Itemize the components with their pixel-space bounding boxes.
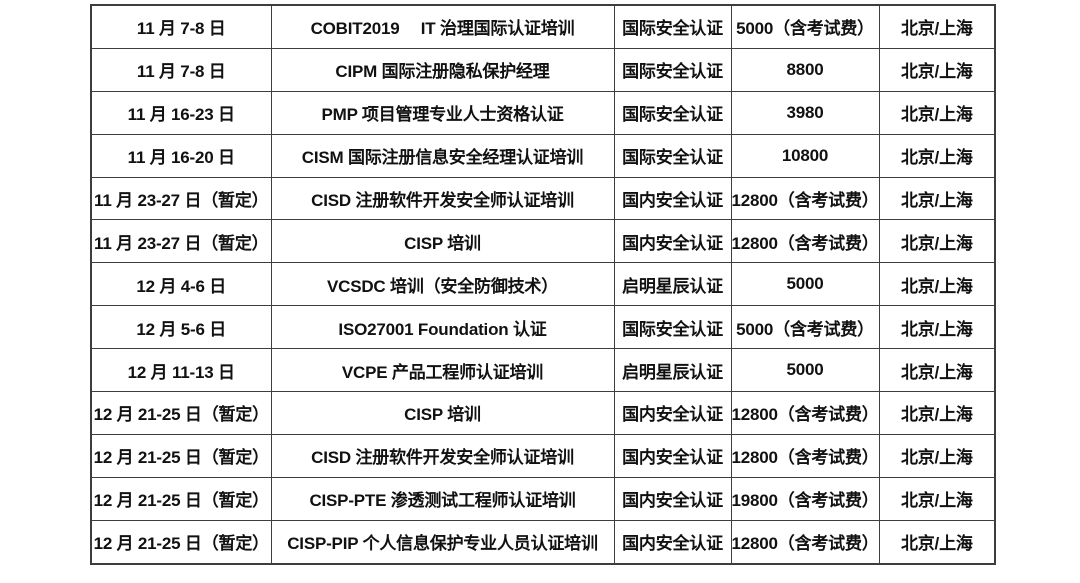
cell-course: VCPE 产品工程师认证培训	[270, 348, 615, 393]
cell-date: 12 月 5-6 日	[90, 305, 272, 350]
cell-date: 11 月 7-8 日	[90, 47, 272, 92]
cell-date: 12 月 11-13 日	[90, 348, 272, 393]
table-row: 12 月 4-6 日 VCSDC 培训（安全防御技术） 启明星辰认证 5000 北京/上…	[90, 262, 996, 307]
cell-price: 12800（含考试费）	[730, 433, 880, 478]
cell-course: COBIT2019 IT 治理国际认证培训	[270, 4, 615, 49]
cell-price: 12800（含考试费）	[730, 519, 880, 565]
cell-price: 12800（含考试费）	[730, 176, 880, 221]
cell-certification: 国内安全认证	[613, 391, 732, 435]
cell-certification: 国际安全认证	[613, 133, 732, 178]
cell-location: 北京/上海	[878, 305, 996, 350]
cell-price: 5000	[730, 348, 880, 393]
cell-certification: 国内安全认证	[613, 219, 732, 264]
table-row: 11 月 23-27 日（暂定） CISP 培训 国内安全认证 12800（含考试费）…	[90, 219, 996, 264]
cell-price: 10800	[730, 133, 880, 178]
table-row: 12 月 11-13 日 VCPE 产品工程师认证培训 启明星辰认证 5000 北京/上…	[90, 348, 996, 393]
schedule-table-body: 11 月 7-8 日 COBIT2019 IT 治理国际认证培训 国际安全认证 500…	[90, 4, 996, 565]
cell-location: 北京/上海	[878, 519, 996, 565]
table-row: 12 月 21-25 日（暂定） CISP-PIP 个人信息保护专业人员认证培训国…	[90, 519, 996, 565]
cell-price: 5000（含考试费）	[730, 4, 880, 49]
table-row: 12 月 21-25 日（暂定） CISP 培训 国内安全认证 12800（含考试费）…	[90, 391, 996, 435]
cell-course: CISP 培训	[270, 219, 615, 264]
cell-certification: 启明星辰认证	[613, 262, 732, 307]
cell-course: CISP-PIP 个人信息保护专业人员认证培训	[270, 519, 615, 565]
cell-location: 北京/上海	[878, 476, 996, 521]
cell-certification: 国际安全认证	[613, 305, 732, 350]
cell-date: 12 月 4-6 日	[90, 262, 272, 307]
table-row: 12 月 5-6 日 ISO27001 Foundation 认证 国际安全认证 50…	[90, 305, 996, 350]
table-row: 11 月 7-8 日 COBIT2019 IT 治理国际认证培训 国际安全认证 500…	[90, 4, 996, 49]
cell-location: 北京/上海	[878, 391, 996, 435]
cell-location: 北京/上海	[878, 433, 996, 478]
table-row: 11 月 16-23 日 PMP 项目管理专业人士资格认证 国际安全认证 3980 北京…	[90, 90, 996, 135]
cell-course: CISP 培训	[270, 391, 615, 435]
cell-certification: 国际安全认证	[613, 47, 732, 92]
cell-date: 12 月 21-25 日（暂定）	[90, 476, 272, 521]
schedule-table: 11 月 7-8 日 COBIT2019 IT 治理国际认证培训 国际安全认证 500…	[90, 4, 997, 565]
cell-date: 12 月 21-25 日（暂定）	[90, 433, 272, 478]
cell-price: 3980	[730, 90, 880, 135]
cell-course: CISD 注册软件开发安全师认证培训	[270, 433, 615, 478]
cell-certification: 国际安全认证	[613, 90, 732, 135]
table-row: 11 月 23-27 日（暂定） CISD 注册软件开发安全师认证培训 国内安全认证…	[90, 176, 996, 221]
cell-certification: 国内安全认证	[613, 519, 732, 565]
cell-course: CISM 国际注册信息安全经理认证培训	[270, 133, 615, 178]
cell-location: 北京/上海	[878, 219, 996, 264]
cell-date: 12 月 21-25 日（暂定）	[90, 519, 272, 565]
cell-course: ISO27001 Foundation 认证	[270, 305, 615, 350]
cell-course: CISD 注册软件开发安全师认证培训	[270, 176, 615, 221]
cell-certification: 国内安全认证	[613, 176, 732, 221]
cell-price: 8800	[730, 47, 880, 92]
cell-location: 北京/上海	[878, 133, 996, 178]
cell-course: VCSDC 培训（安全防御技术）	[270, 262, 615, 307]
table-row: 11 月 7-8 日 CIPM 国际注册隐私保护经理 国际安全认证 8800 北京/上海	[90, 47, 996, 92]
cell-location: 北京/上海	[878, 262, 996, 307]
cell-course: PMP 项目管理专业人士资格认证	[270, 90, 615, 135]
cell-certification: 国际安全认证	[613, 4, 732, 49]
cell-date: 11 月 23-27 日（暂定）	[90, 219, 272, 264]
cell-course: CIPM 国际注册隐私保护经理	[270, 47, 615, 92]
cell-price: 19800（含考试费）	[730, 476, 880, 521]
cell-course: CISP-PTE 渗透测试工程师认证培训	[270, 476, 615, 521]
table-row: 11 月 16-20 日 CISM 国际注册信息安全经理认证培训 国际安全认证 108…	[90, 133, 996, 178]
cell-price: 5000（含考试费）	[730, 305, 880, 350]
cell-date: 11 月 23-27 日（暂定）	[90, 176, 272, 221]
cell-location: 北京/上海	[878, 47, 996, 92]
cell-date: 11 月 7-8 日	[90, 4, 272, 49]
cell-date: 11 月 16-20 日	[90, 133, 272, 178]
cell-price: 12800（含考试费）	[730, 219, 880, 264]
cell-date: 11 月 16-23 日	[90, 90, 272, 135]
cell-certification: 启明星辰认证	[613, 348, 732, 393]
table-row: 12 月 21-25 日（暂定） CISP-PTE 渗透测试工程师认证培训 国内安全…	[90, 476, 996, 521]
training-schedule-table: 11 月 7-8 日 COBIT2019 IT 治理国际认证培训 国际安全认证 500…	[90, 4, 997, 565]
cell-location: 北京/上海	[878, 348, 996, 393]
cell-location: 北京/上海	[878, 90, 996, 135]
table-row: 12 月 21-25 日（暂定） CISD 注册软件开发安全师认证培训 国内安全认证…	[90, 433, 996, 478]
cell-location: 北京/上海	[878, 4, 996, 49]
cell-date: 12 月 21-25 日（暂定）	[90, 391, 272, 435]
cell-location: 北京/上海	[878, 176, 996, 221]
cell-price: 12800（含考试费）	[730, 391, 880, 435]
cell-certification: 国内安全认证	[613, 433, 732, 478]
cell-price: 5000	[730, 262, 880, 307]
cell-certification: 国内安全认证	[613, 476, 732, 521]
